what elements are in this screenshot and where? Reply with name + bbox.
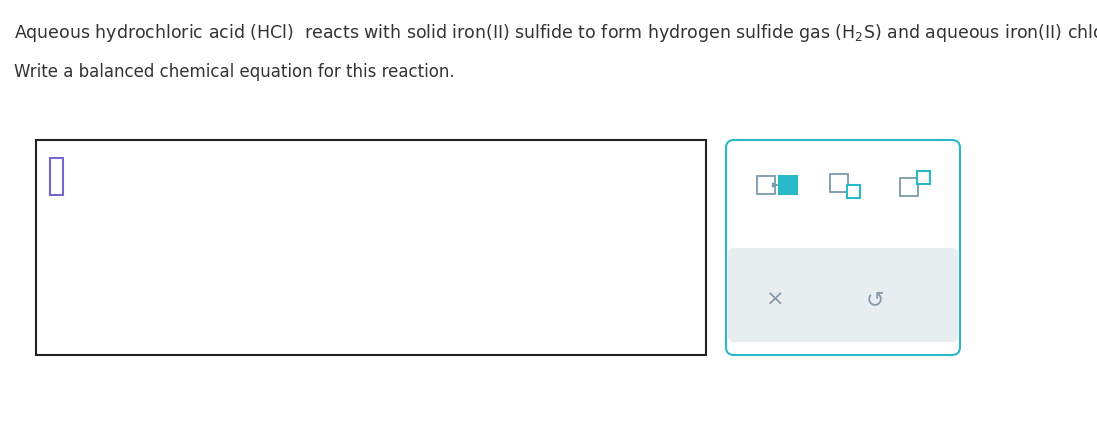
Bar xyxy=(757,176,774,194)
Bar xyxy=(900,178,918,196)
Bar xyxy=(830,174,848,192)
Bar xyxy=(779,176,798,194)
Text: Aqueous hydrochloric acid $\left(\mathrm{HCl}\right)$  reacts with solid iron(II: Aqueous hydrochloric acid $\left(\mathrm… xyxy=(14,22,1097,44)
Text: ×: × xyxy=(766,290,784,310)
Text: Write a balanced chemical equation for this reaction.: Write a balanced chemical equation for t… xyxy=(14,63,454,81)
Bar xyxy=(847,184,860,198)
Bar xyxy=(916,170,929,184)
FancyBboxPatch shape xyxy=(728,248,958,342)
FancyBboxPatch shape xyxy=(726,140,960,355)
Text: ↺: ↺ xyxy=(866,290,884,310)
Bar xyxy=(50,158,63,195)
Bar xyxy=(36,140,706,355)
